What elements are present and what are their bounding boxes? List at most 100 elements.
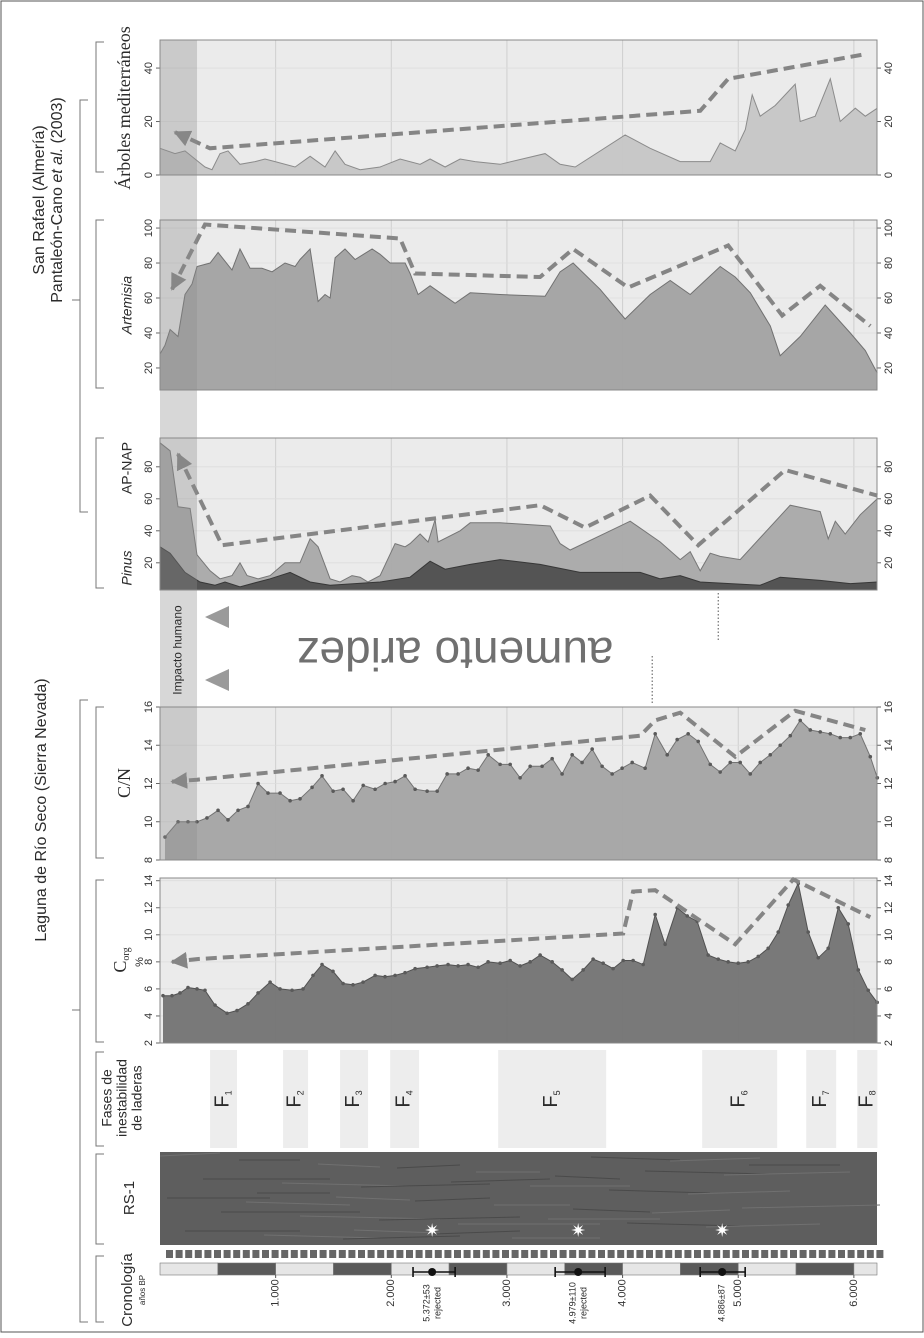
data-point (331, 789, 335, 793)
data-point (786, 903, 790, 907)
data-point (798, 719, 802, 723)
sample-marker (761, 1250, 768, 1258)
data-point (435, 789, 439, 793)
data-point (486, 960, 490, 964)
phase-letter: F (284, 1095, 306, 1107)
data-point (818, 730, 822, 734)
data-point (806, 930, 810, 934)
sample-marker (262, 1250, 269, 1258)
y-tick-label: 80 (883, 461, 895, 473)
group-title: Laguna de Río Seco (Sierra Nevada) (33, 678, 50, 941)
data-point (836, 906, 840, 910)
axis-label-sub: org (121, 947, 132, 960)
sample-marker (185, 1250, 192, 1258)
data-point (361, 784, 365, 788)
bracket (96, 438, 104, 588)
chronology-segment (565, 1263, 623, 1275)
sample-marker (291, 1250, 298, 1258)
sample-marker (876, 1250, 883, 1258)
y-tick-label: 8 (883, 857, 895, 863)
data-point (758, 761, 762, 765)
citation-year: (2003) (49, 97, 66, 148)
data-point (341, 982, 345, 986)
data-point (236, 808, 240, 812)
data-point (620, 766, 624, 770)
sample-marker (819, 1250, 826, 1258)
x-tick-label: 4.000 (616, 1279, 628, 1307)
data-point (653, 732, 657, 736)
chronology-segment (854, 1263, 877, 1275)
data-point (466, 963, 470, 967)
data-point (498, 961, 502, 965)
axis-label: de laderas (129, 1065, 145, 1130)
data-point (383, 975, 387, 979)
data-point (256, 782, 260, 786)
sample-marker (867, 1250, 874, 1258)
date-label: 4.979±110 (568, 1282, 578, 1324)
sample-marker (790, 1250, 797, 1258)
y-tick-label: 20 (883, 362, 895, 374)
data-point (685, 914, 689, 918)
data-point (425, 965, 429, 969)
sample-marker (579, 1250, 586, 1258)
data-point (161, 994, 165, 998)
sample-marker (483, 1250, 490, 1258)
date-point (718, 1268, 726, 1276)
chronology-segment (680, 1263, 738, 1275)
data-point (351, 983, 355, 987)
data-point (256, 991, 260, 995)
sample-marker (704, 1250, 711, 1258)
date-label: 4.886±87 (717, 1284, 727, 1321)
x-tick-label: 3.000 (501, 1279, 513, 1307)
sample-marker (329, 1250, 336, 1258)
data-point (621, 959, 625, 963)
sample-marker (339, 1250, 346, 1258)
sample-marker (416, 1250, 423, 1258)
sample-marker (492, 1250, 499, 1258)
y-tick-label: 12 (143, 902, 155, 914)
sample-marker (694, 1250, 701, 1258)
data-point (216, 808, 220, 812)
data-point (856, 968, 860, 972)
series-label: AP-NAP (119, 442, 135, 494)
phase-letter: F (856, 1095, 878, 1107)
data-point (528, 764, 532, 768)
date-label: 5.372±53 (421, 1284, 431, 1321)
sample-marker (540, 1250, 547, 1258)
data-point (728, 761, 732, 765)
sample-marker (348, 1250, 355, 1258)
y-tick-label: 12 (143, 777, 155, 789)
phase-index: 7 (822, 1090, 832, 1095)
data-point (718, 770, 722, 774)
data-point (601, 961, 605, 965)
bracket (96, 1256, 104, 1322)
sample-marker (675, 1250, 682, 1258)
phase-index: 3 (354, 1090, 364, 1095)
axis-label: Fases de (99, 1069, 115, 1127)
chronology-segment (796, 1263, 854, 1275)
panel: 2020404060608080100100 (143, 219, 895, 390)
data-point (225, 1011, 229, 1015)
data-point (498, 763, 502, 767)
data-point (538, 953, 542, 957)
sample-marker (396, 1250, 403, 1258)
bracket (96, 707, 104, 858)
citation-et-al: et al. (49, 148, 66, 183)
data-point (311, 974, 315, 978)
phase-index: 2 (296, 1090, 306, 1095)
data-point (486, 753, 490, 757)
sample-marker (406, 1250, 413, 1258)
data-point (445, 772, 449, 776)
y-tick-label: 12 (883, 902, 895, 914)
sample-marker (771, 1250, 778, 1258)
sample-marker (454, 1250, 461, 1258)
y-tick-label: 100 (143, 219, 155, 237)
y-tick-label: 14 (883, 739, 895, 751)
sample-marker (608, 1250, 615, 1258)
phase-letter: F (809, 1095, 831, 1107)
data-point (581, 968, 585, 972)
bracket (96, 1154, 104, 1244)
data-point (278, 987, 282, 991)
data-point (550, 757, 554, 761)
